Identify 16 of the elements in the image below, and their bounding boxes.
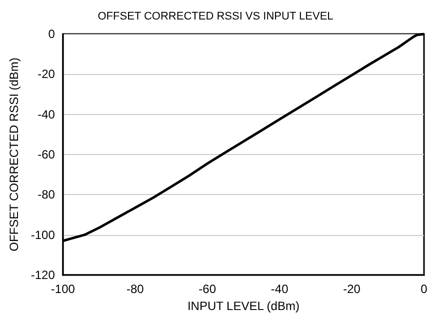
x-tick-label: 0 [420, 282, 428, 296]
x-tick-label: -20 [343, 282, 361, 296]
x-tick-label: -40 [270, 282, 289, 296]
y-axis-title: OFFSET CORRECTED RSSI (dBm) [7, 58, 21, 252]
x-tick-label: -80 [126, 282, 144, 296]
y-tick-label: -20 [38, 67, 56, 82]
y-tick-label: 0 [48, 27, 56, 41]
y-tick-label: -100 [30, 228, 56, 242]
x-tick-label: -60 [198, 282, 216, 296]
chart-title: OFFSET CORRECTED RSSI VS INPUT LEVEL [98, 10, 334, 22]
x-axis-title: INPUT LEVEL (dBm) [187, 298, 300, 313]
x-tick-label: -100 [50, 282, 76, 296]
y-tick-label: -40 [38, 107, 56, 122]
y-tick-label: -80 [38, 188, 56, 202]
y-tick-label: -120 [30, 268, 56, 282]
y-tick-label: -60 [38, 148, 56, 162]
